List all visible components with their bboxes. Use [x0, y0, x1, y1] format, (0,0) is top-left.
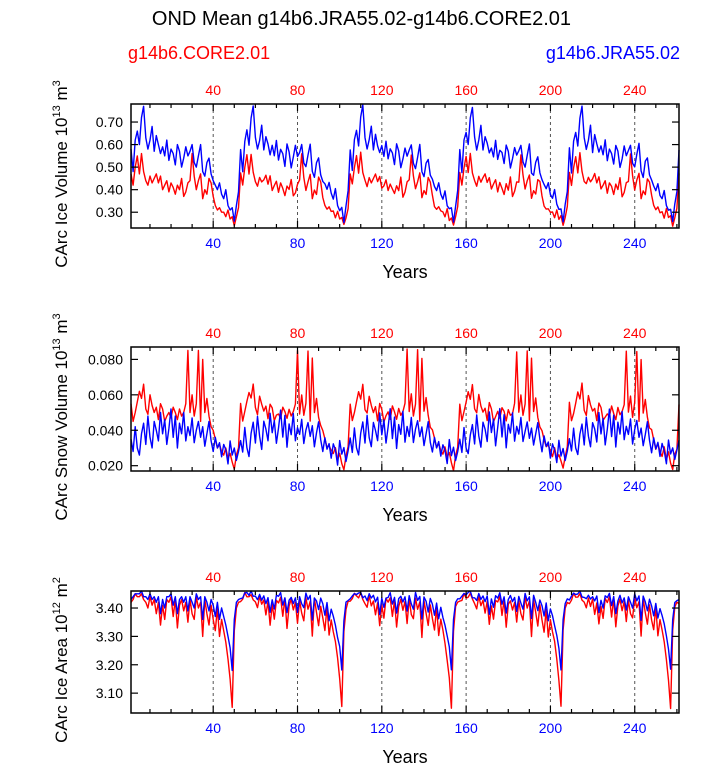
xtick-label-top: 160 — [454, 82, 478, 98]
xtick-label-top: 200 — [539, 82, 563, 98]
xtick-label-top: 120 — [370, 82, 394, 98]
xtick-label-bottom: 240 — [623, 235, 647, 251]
ice_volume-frame — [130, 103, 680, 229]
xtick-label-bottom: 240 — [623, 720, 647, 736]
ylabel-part: CArc Ice Volume 10 — [52, 118, 71, 268]
ice_area-frame — [130, 590, 680, 714]
ice_area-panel: 3.10 3.20 3.30 3.40 40 80 120 160 200 240 40 80 120 1… — [51, 569, 680, 767]
xtick-label-bottom: 200 — [539, 720, 563, 736]
xtick-label-top: 160 — [454, 325, 478, 341]
xtick-label-bottom: 120 — [370, 478, 394, 494]
snow_volume-ylabel: CArc Snow Volume 1013 m3 — [51, 313, 71, 520]
ytick-label: 0.70 — [96, 114, 123, 130]
xtick-label-top: 80 — [290, 569, 306, 585]
ice_volume-series-jra — [130, 104, 680, 224]
xtick-label-bottom: 40 — [205, 478, 221, 494]
xtick-label-bottom: 120 — [370, 720, 394, 736]
xtick-label-top: 160 — [454, 569, 478, 585]
ytick-label: 0.40 — [96, 182, 123, 198]
xtick-label-top: 120 — [370, 325, 394, 341]
ylabel-part: m — [52, 319, 71, 338]
ytick-label: 0.020 — [88, 458, 123, 474]
ylabel-part: CArc Ice Area 10 — [52, 614, 71, 743]
ice_volume-xlabel: Years — [382, 262, 427, 282]
snow_volume-panel: 0.020 0.040 0.060 0.080 40 80 120 160 200 240 40 80… — [51, 313, 680, 525]
xtick-label-top: 200 — [539, 569, 563, 585]
xtick-label-bottom: 240 — [623, 478, 647, 494]
snow_volume-xlabel: Years — [382, 505, 427, 525]
snow_volume-frame — [130, 346, 680, 472]
xtick-label-top: 40 — [205, 569, 221, 585]
ylabel-part: m — [52, 583, 71, 602]
ytick-label: 3.10 — [96, 685, 123, 701]
ylabel-part: CArc Snow Volume 10 — [52, 351, 71, 521]
xtick-label-bottom: 160 — [454, 478, 478, 494]
ytick-label: 0.060 — [88, 387, 123, 403]
legend-core-label: g14b6.CORE2.01 — [128, 43, 271, 63]
ytick-label: 3.30 — [96, 628, 123, 644]
ylabel-part: 2 — [51, 577, 63, 583]
xtick-label-bottom: 80 — [290, 720, 306, 736]
ice_area-xlabel: Years — [382, 747, 427, 767]
ylabel-part: 3 — [51, 313, 63, 319]
ylabel-part: 3 — [51, 80, 63, 86]
xtick-label-top: 240 — [623, 82, 647, 98]
xtick-label-top: 40 — [205, 325, 221, 341]
legend-jra-label: g14b6.JRA55.02 — [545, 43, 680, 63]
ytick-label: 0.60 — [96, 137, 123, 153]
ylabel-part: 12 — [51, 602, 63, 614]
xtick-label-top: 40 — [205, 82, 221, 98]
ice_area-ylabel: CArc Ice Area 1012 m2 — [51, 577, 71, 743]
xtick-label-bottom: 200 — [539, 478, 563, 494]
ytick-label: 0.30 — [96, 204, 123, 220]
ytick-label: 3.40 — [96, 600, 123, 616]
xtick-label-top: 240 — [623, 325, 647, 341]
xtick-label-bottom: 120 — [370, 235, 394, 251]
ytick-label: 0.080 — [88, 351, 123, 367]
ytick-label: 3.20 — [96, 657, 123, 673]
ytick-label: 0.040 — [88, 422, 123, 438]
ice_volume-panel: 0.30 0.40 0.50 0.60 0.70 40 80 120 160 200 240 40 80… — [51, 80, 680, 282]
xtick-label-bottom: 40 — [205, 235, 221, 251]
ylabel-part: 13 — [51, 105, 63, 117]
xtick-label-bottom: 160 — [454, 720, 478, 736]
xtick-label-bottom: 40 — [205, 720, 221, 736]
ylabel-part: 13 — [51, 338, 63, 350]
chart-title: OND Mean g14b6.JRA55.02-g14b6.CORE2.01 — [151, 8, 572, 30]
xtick-label-bottom: 200 — [539, 235, 563, 251]
xtick-label-top: 80 — [290, 82, 306, 98]
xtick-label-top: 120 — [370, 569, 394, 585]
xtick-label-bottom: 160 — [454, 235, 478, 251]
ice_volume-ylabel: CArc Ice Volume 1013 m3 — [51, 80, 71, 268]
xtick-label-top: 200 — [539, 325, 563, 341]
xtick-label-bottom: 80 — [290, 478, 306, 494]
ytick-label: 0.50 — [96, 159, 123, 175]
xtick-label-top: 80 — [290, 325, 306, 341]
ylabel-part: m — [52, 86, 71, 105]
snow_volume-series-jra — [130, 407, 680, 466]
ice_area-series-jra — [130, 590, 680, 672]
ice_volume-series-core — [130, 151, 680, 227]
xtick-label-top: 240 — [623, 569, 647, 585]
xtick-label-bottom: 80 — [290, 235, 306, 251]
